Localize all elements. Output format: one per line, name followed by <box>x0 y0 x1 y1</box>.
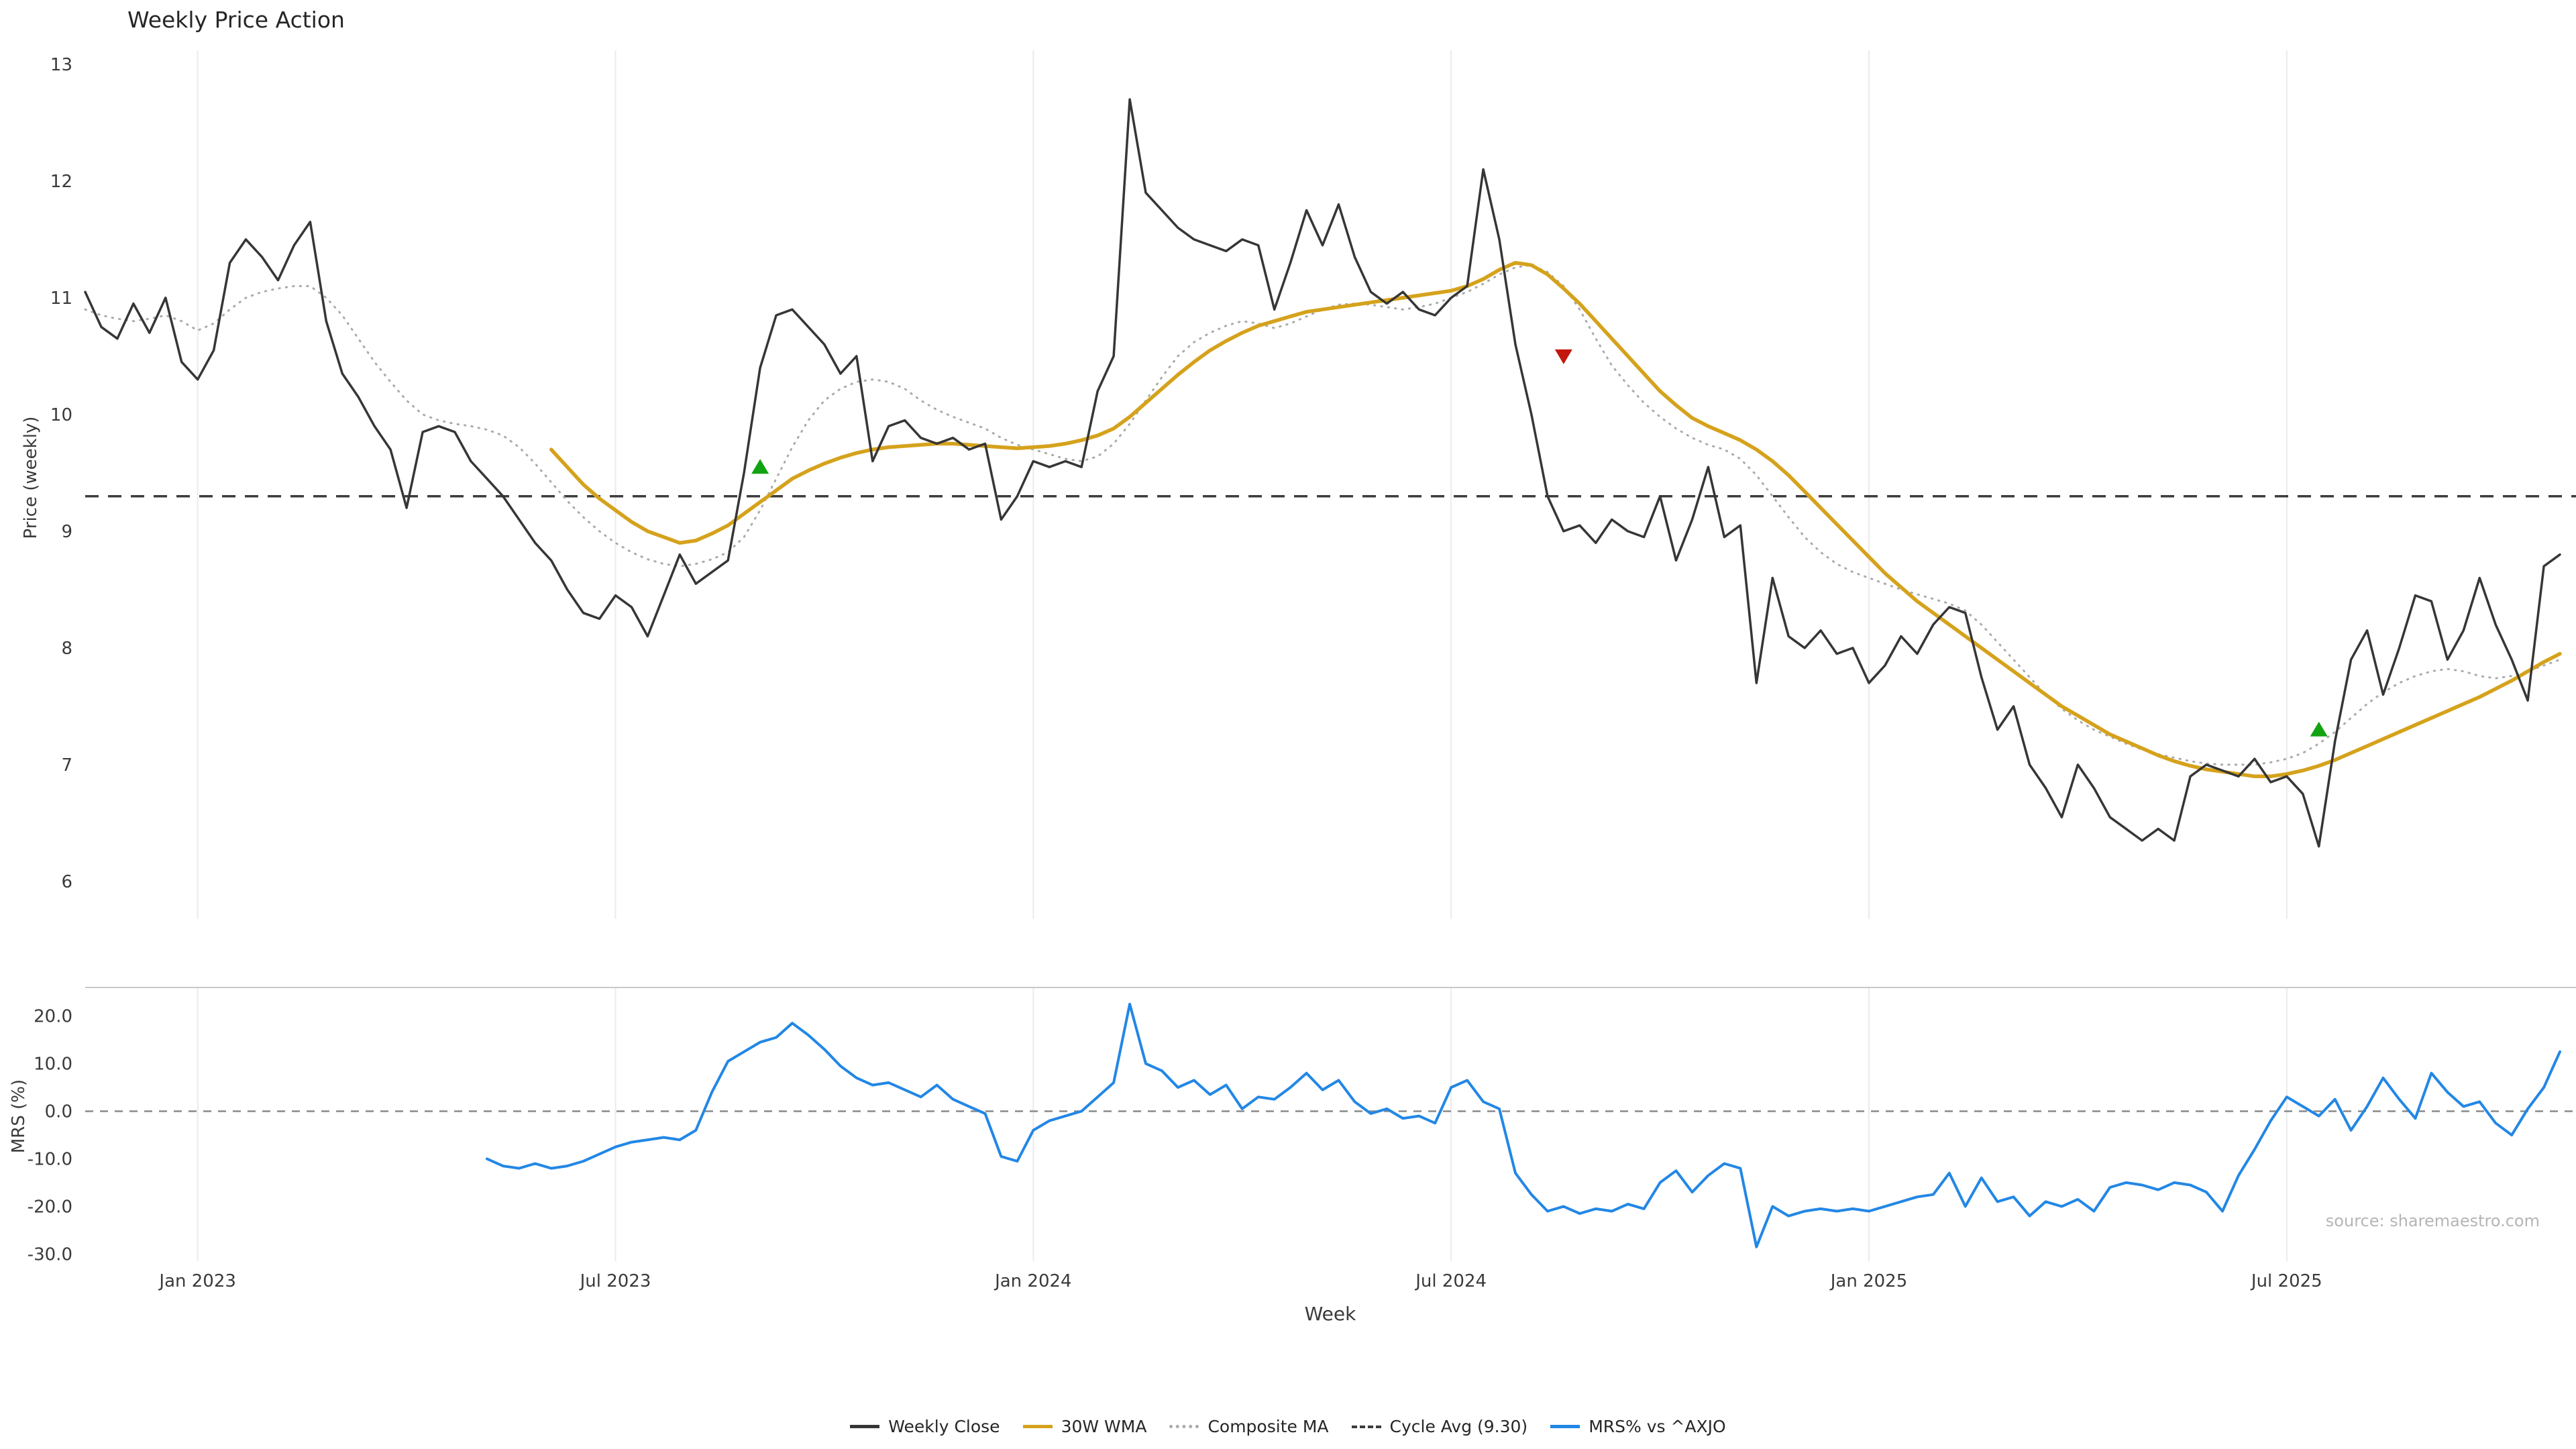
legend-item-mrs: MRS% vs ^AXJO <box>1550 1417 1726 1436</box>
mrs-axis-label: MRS (%) <box>9 1079 29 1154</box>
buy-signal-marker <box>751 459 769 474</box>
legend-label-composite-ma: Composite MA <box>1208 1417 1329 1436</box>
mrs-tick-label: 10.0 <box>34 1055 72 1075</box>
buy-signal-marker <box>2310 721 2328 737</box>
legend-label-mrs: MRS% vs ^AXJO <box>1589 1417 1726 1436</box>
sell-signal-marker <box>1554 349 1572 364</box>
mrs-tick-label: -10.0 <box>28 1149 72 1169</box>
price-tick-label: 7 <box>61 755 72 775</box>
mrs-line <box>485 1002 2561 1248</box>
legend-item-weekly-close: Weekly Close <box>850 1417 1000 1436</box>
mrs-tick-label: 0.0 <box>45 1102 72 1122</box>
legend-label-cycle-avg: Cycle Avg (9.30) <box>1389 1417 1528 1436</box>
x-tick-label: Jan 2024 <box>994 1271 1072 1291</box>
price-tick-label: 11 <box>50 288 72 309</box>
price-axis-label: Price (weekly) <box>21 416 41 539</box>
chart-title: Weekly Price Action <box>127 7 345 33</box>
price-tick-label: 9 <box>61 522 72 542</box>
weekly-close-line-swatch <box>850 1425 880 1428</box>
legend-item-cycle-avg: Cycle Avg (9.30) <box>1351 1417 1528 1436</box>
wma-line <box>549 260 2562 779</box>
source-watermark: source: sharemaestro.com <box>2325 1212 2540 1230</box>
gridlines <box>197 50 2288 1261</box>
price-tick-label: 10 <box>50 405 72 425</box>
x-tick-label: Jan 2023 <box>158 1271 236 1291</box>
mrs-tick-label: 20.0 <box>34 1007 72 1027</box>
x-tick-label: Jul 2024 <box>1414 1271 1487 1291</box>
legend: Weekly Close 30W WMA Composite MA Cycle … <box>0 1417 2576 1436</box>
mrs-line-swatch <box>1550 1425 1580 1428</box>
x-axis-label: Week <box>1304 1303 1356 1325</box>
price-tick-label: 12 <box>50 172 72 192</box>
x-tick-label: Jan 2025 <box>1829 1271 1908 1291</box>
x-tick-label: Jul 2025 <box>2250 1271 2322 1291</box>
mrs-tick-label: -30.0 <box>28 1244 72 1265</box>
price-tick-label: 13 <box>50 55 72 75</box>
composite-ma-line <box>84 264 2561 766</box>
price-tick-label: 8 <box>61 639 72 659</box>
mrs-tick-label: -20.0 <box>28 1197 72 1217</box>
legend-label-weekly-close: Weekly Close <box>888 1417 1000 1436</box>
legend-item-30w-wma: 30W WMA <box>1022 1417 1147 1436</box>
cycle-avg-line-swatch <box>1351 1425 1381 1428</box>
wma-line-swatch <box>1022 1425 1053 1428</box>
legend-item-composite-ma: Composite MA <box>1169 1417 1329 1436</box>
composite-ma-line-swatch <box>1169 1425 1199 1428</box>
price-tick-label: 6 <box>61 872 72 892</box>
x-tick-label: Jul 2023 <box>579 1271 651 1291</box>
weekly-close-line <box>84 98 2561 848</box>
legend-label-30w-wma: 30W WMA <box>1061 1417 1147 1436</box>
